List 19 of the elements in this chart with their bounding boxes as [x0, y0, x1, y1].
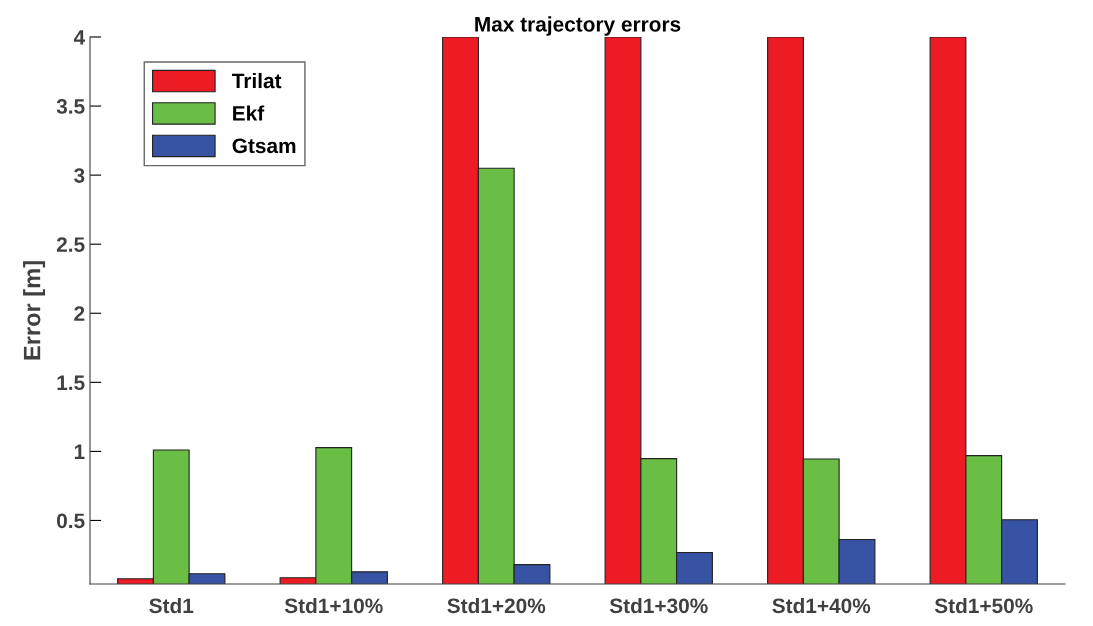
- y-tick-label: 4: [73, 30, 86, 45]
- x-tick-label: Std1+50%: [934, 597, 1033, 614]
- x-tick-label: Std1: [149, 597, 194, 614]
- y-tick-label: 1: [74, 444, 85, 459]
- x-tick-label: Std1+20%: [447, 597, 546, 614]
- chart-title: Max trajectory errors: [475, 16, 681, 36]
- x-tick-label: Std1+30%: [609, 597, 708, 614]
- y-tick-label: 3.5: [56, 99, 85, 114]
- x-tick-label: Std1+10%: [284, 597, 383, 614]
- legend-label: Ekf: [233, 105, 265, 121]
- y-tick-label: 1.5: [57, 375, 85, 391]
- y-tick-label: 2.5: [56, 237, 85, 252]
- y-tick-label: 2: [74, 306, 85, 321]
- x-tick-label: Std1+40%: [772, 597, 871, 614]
- y-axis-title: Error [m]: [23, 261, 46, 360]
- y-tick-label: 3: [74, 168, 85, 183]
- legend-label: Trilat: [231, 72, 282, 89]
- legend-label: Gtsam: [232, 138, 296, 154]
- y-tick-label: 0.5: [57, 513, 85, 529]
